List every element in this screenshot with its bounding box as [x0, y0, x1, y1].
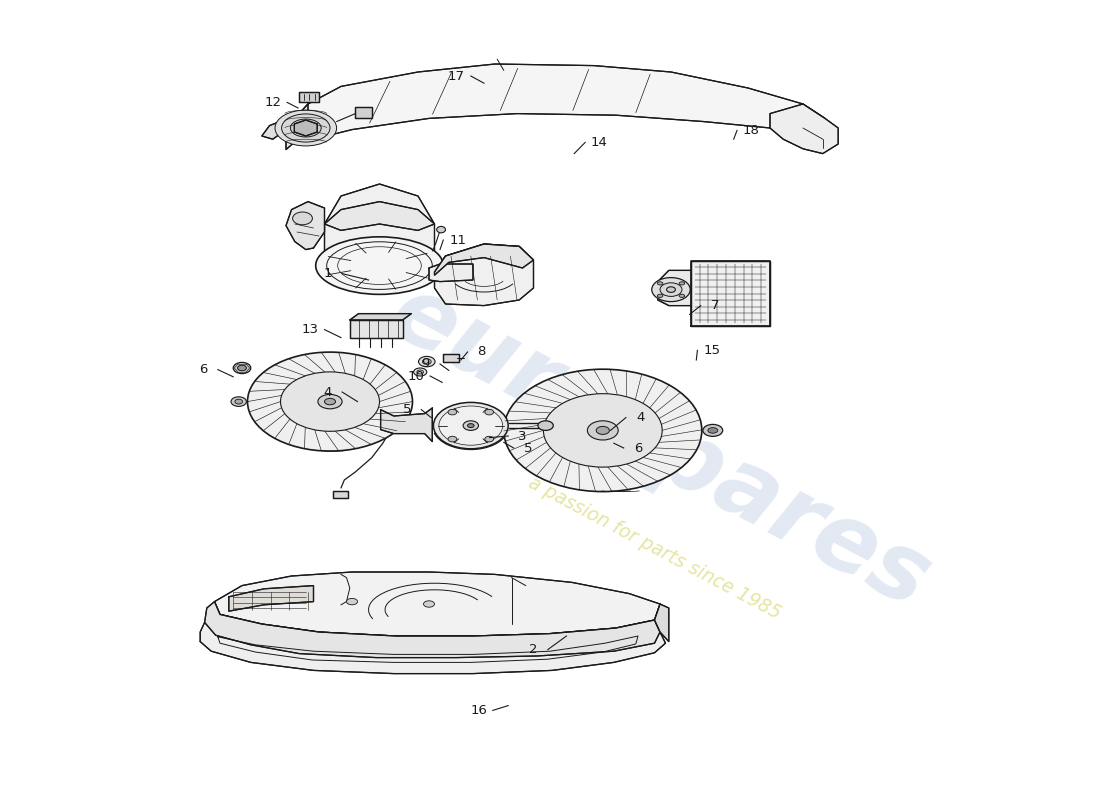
Text: 11: 11: [449, 234, 466, 246]
Text: 10: 10: [407, 370, 425, 382]
Ellipse shape: [414, 368, 427, 376]
Polygon shape: [324, 184, 435, 282]
Ellipse shape: [290, 119, 321, 137]
Polygon shape: [658, 270, 706, 306]
Ellipse shape: [448, 410, 456, 415]
Ellipse shape: [543, 394, 662, 467]
Text: 4: 4: [636, 411, 645, 424]
Ellipse shape: [418, 357, 436, 366]
Polygon shape: [770, 104, 838, 154]
Ellipse shape: [703, 424, 723, 437]
Ellipse shape: [658, 294, 663, 298]
Polygon shape: [200, 622, 666, 674]
Ellipse shape: [448, 436, 456, 442]
Ellipse shape: [324, 398, 336, 405]
Ellipse shape: [708, 427, 718, 434]
Ellipse shape: [424, 601, 434, 607]
Text: 18: 18: [742, 124, 760, 137]
Ellipse shape: [504, 370, 702, 491]
Ellipse shape: [238, 365, 246, 371]
Ellipse shape: [338, 246, 421, 285]
Polygon shape: [205, 602, 660, 658]
Ellipse shape: [293, 212, 312, 225]
Text: 17: 17: [448, 70, 465, 82]
Ellipse shape: [346, 598, 358, 605]
Text: a passion for parts since 1985: a passion for parts since 1985: [525, 473, 784, 623]
Ellipse shape: [233, 362, 251, 374]
Text: 4: 4: [323, 386, 332, 398]
Ellipse shape: [439, 406, 503, 445]
Polygon shape: [262, 120, 286, 139]
Ellipse shape: [660, 282, 682, 296]
Text: 5: 5: [403, 403, 411, 416]
Ellipse shape: [417, 370, 424, 374]
Ellipse shape: [433, 402, 508, 449]
Text: 8: 8: [477, 346, 486, 358]
Ellipse shape: [282, 114, 330, 142]
Polygon shape: [691, 261, 770, 326]
Text: 15: 15: [703, 344, 720, 357]
Ellipse shape: [587, 421, 618, 440]
Ellipse shape: [538, 421, 553, 430]
Ellipse shape: [327, 242, 432, 290]
Text: 2: 2: [529, 643, 538, 656]
Ellipse shape: [679, 294, 684, 298]
Ellipse shape: [231, 397, 246, 406]
Ellipse shape: [234, 399, 242, 404]
Ellipse shape: [280, 372, 380, 431]
Text: 9: 9: [421, 358, 430, 370]
Polygon shape: [434, 244, 534, 306]
Text: 6: 6: [634, 442, 642, 454]
Polygon shape: [229, 586, 314, 611]
Polygon shape: [299, 92, 319, 102]
Ellipse shape: [468, 424, 474, 427]
Ellipse shape: [667, 286, 675, 292]
Ellipse shape: [596, 426, 609, 434]
Polygon shape: [333, 491, 348, 498]
Polygon shape: [295, 120, 317, 136]
Polygon shape: [429, 264, 473, 282]
Ellipse shape: [658, 282, 663, 285]
Polygon shape: [443, 354, 459, 362]
Ellipse shape: [679, 282, 684, 285]
Text: 12: 12: [264, 96, 282, 109]
Polygon shape: [434, 244, 534, 275]
Text: 7: 7: [711, 299, 719, 312]
Polygon shape: [654, 604, 669, 642]
Ellipse shape: [422, 358, 431, 364]
Text: 14: 14: [591, 136, 608, 149]
Text: eurospares: eurospares: [375, 267, 945, 629]
Ellipse shape: [275, 110, 337, 146]
Polygon shape: [324, 202, 435, 230]
Text: 1: 1: [323, 267, 332, 280]
Ellipse shape: [316, 237, 443, 294]
Ellipse shape: [437, 226, 446, 233]
Text: 16: 16: [470, 704, 487, 717]
Polygon shape: [286, 64, 825, 140]
Ellipse shape: [463, 421, 478, 430]
Ellipse shape: [318, 394, 342, 409]
Polygon shape: [350, 320, 403, 338]
Polygon shape: [350, 314, 411, 320]
Polygon shape: [355, 107, 372, 118]
Polygon shape: [286, 202, 324, 250]
Polygon shape: [214, 572, 660, 636]
Text: 3: 3: [518, 430, 527, 442]
Ellipse shape: [485, 410, 494, 415]
Ellipse shape: [651, 278, 691, 302]
Text: 5: 5: [524, 442, 532, 454]
Polygon shape: [286, 104, 308, 150]
Polygon shape: [381, 408, 432, 442]
Ellipse shape: [248, 352, 412, 451]
Text: 13: 13: [301, 323, 319, 336]
Text: 6: 6: [199, 363, 208, 376]
Ellipse shape: [485, 436, 494, 442]
